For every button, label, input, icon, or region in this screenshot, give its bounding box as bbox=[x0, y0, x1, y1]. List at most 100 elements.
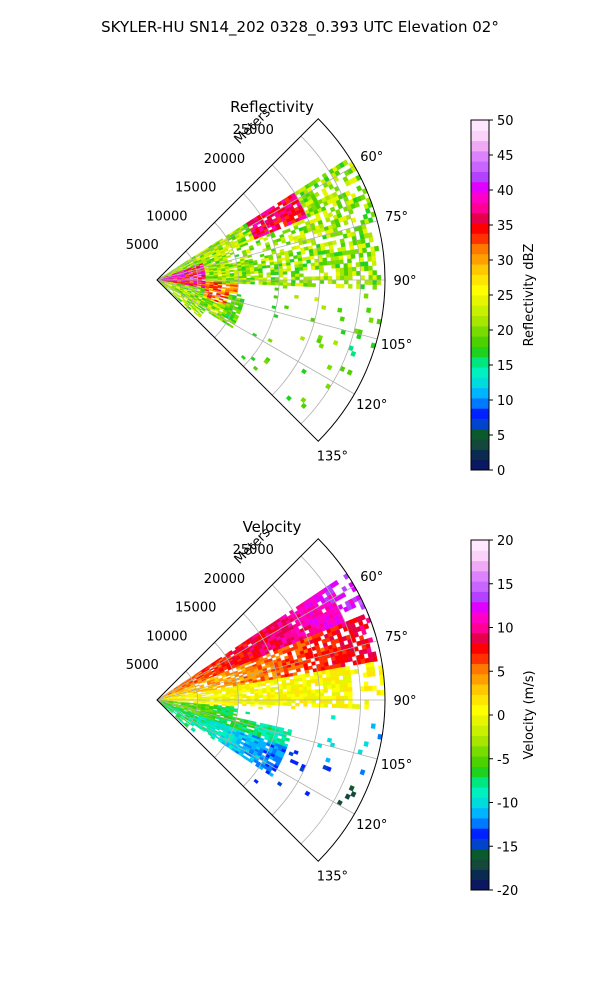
radar-cell bbox=[290, 687, 296, 692]
radar-cell bbox=[189, 702, 194, 705]
radar-cell bbox=[282, 691, 288, 695]
radar-cell bbox=[294, 261, 299, 266]
colorbar-tick-label: -5 bbox=[497, 753, 510, 768]
radar-cell bbox=[281, 257, 286, 261]
radar-cell bbox=[339, 703, 345, 709]
radar-cell bbox=[327, 696, 333, 701]
radar-cell bbox=[363, 261, 369, 267]
colorbar-segment bbox=[471, 243, 489, 255]
radar-cell bbox=[322, 261, 328, 266]
colorbar-segment bbox=[471, 869, 489, 881]
radar-cell bbox=[327, 684, 332, 689]
radar-cell bbox=[380, 689, 386, 696]
radar-cell bbox=[238, 701, 243, 704]
colorbar-segment bbox=[471, 140, 489, 152]
colorbar-tick-label: 5 bbox=[497, 665, 505, 680]
radar-cell bbox=[286, 685, 292, 689]
radar-cell bbox=[291, 693, 296, 698]
radar-cell bbox=[242, 703, 247, 707]
radar-cell bbox=[331, 279, 337, 285]
radar-cell bbox=[237, 671, 243, 675]
radar-cell bbox=[335, 687, 341, 693]
radar-cell bbox=[356, 284, 361, 290]
radar-cell bbox=[266, 689, 271, 693]
radar-cell bbox=[349, 245, 355, 251]
colorbar-segment bbox=[471, 848, 489, 860]
colorbar-segment bbox=[471, 130, 489, 142]
azimuth-spoke bbox=[156, 699, 355, 815]
radar-cell bbox=[311, 283, 316, 288]
radar-cell bbox=[291, 282, 296, 287]
radar-cell bbox=[370, 666, 376, 673]
radar-cell bbox=[368, 270, 373, 276]
radar-cell bbox=[177, 298, 182, 303]
radar-cell bbox=[216, 685, 222, 689]
radar-cell bbox=[323, 699, 329, 704]
radar-cell bbox=[323, 696, 329, 701]
radar-cell bbox=[240, 354, 246, 360]
radar-cell bbox=[327, 699, 333, 704]
colorbar-segment bbox=[471, 653, 489, 665]
colorbar: 0 5 10 15 20 25 30 35 40 45 50 Reflectivity dBZ bbox=[470, 114, 537, 479]
radar-cell bbox=[266, 702, 272, 706]
colorbar-tick-label: -10 bbox=[497, 797, 518, 812]
radar-cell bbox=[209, 703, 215, 706]
radar-cell bbox=[278, 688, 284, 693]
radar-cell bbox=[254, 695, 259, 699]
radar-cell bbox=[372, 284, 377, 290]
colorbar-segment bbox=[471, 612, 489, 623]
radar-cell bbox=[302, 263, 308, 268]
radar-cell bbox=[349, 669, 355, 675]
radar-cell bbox=[226, 254, 231, 259]
radar-cell bbox=[310, 679, 316, 684]
radar-cell bbox=[276, 225, 282, 231]
radar-cell bbox=[263, 237, 269, 242]
radar-cell bbox=[321, 250, 327, 255]
radar-cell bbox=[337, 307, 343, 313]
radar-cell bbox=[258, 272, 263, 276]
colorbar-segment bbox=[471, 356, 489, 368]
radar-cell bbox=[270, 269, 275, 273]
radar-cell bbox=[287, 699, 292, 704]
angle-tick-label: 60° bbox=[360, 150, 383, 165]
radar-cell bbox=[323, 272, 329, 277]
radar-cell bbox=[345, 665, 351, 672]
radar-cell bbox=[319, 688, 324, 694]
radar-cell bbox=[341, 250, 347, 256]
radar-cell bbox=[258, 702, 263, 705]
radar-cell bbox=[372, 656, 378, 662]
radar-cell bbox=[315, 703, 320, 708]
radar-cell bbox=[326, 737, 333, 743]
radar-cell bbox=[333, 668, 339, 673]
radar-cell bbox=[217, 702, 223, 705]
radar-cell bbox=[265, 264, 271, 269]
radar-cell bbox=[232, 713, 238, 717]
radar-cell bbox=[329, 668, 335, 674]
radar-cell bbox=[306, 259, 311, 264]
radar-cell bbox=[290, 270, 296, 275]
radar-cell bbox=[270, 689, 275, 693]
radar-cell bbox=[285, 228, 292, 233]
radar-cell bbox=[242, 275, 247, 279]
radar-cell bbox=[325, 673, 331, 678]
radar-cell bbox=[287, 282, 292, 287]
radar-cell bbox=[337, 251, 343, 257]
radar-cell bbox=[360, 275, 365, 281]
radar-cell bbox=[301, 368, 307, 375]
radial-tick-label: 5000 bbox=[126, 238, 159, 253]
radar-cell bbox=[286, 268, 292, 272]
radar-cell bbox=[307, 283, 312, 287]
radar-cell bbox=[294, 684, 300, 689]
radar-cell bbox=[217, 272, 223, 275]
radar-cell bbox=[307, 696, 312, 701]
radar-cell bbox=[295, 244, 301, 250]
radar-cell bbox=[344, 695, 349, 701]
colorbar-segment bbox=[471, 459, 489, 471]
radar-cell bbox=[343, 267, 349, 272]
colorbar-tick-label: -20 bbox=[497, 884, 518, 899]
radar-cell bbox=[254, 693, 259, 696]
radar-cell bbox=[335, 263, 340, 269]
radar-cell bbox=[261, 683, 267, 687]
colorbar-tick-label: 10 bbox=[497, 622, 514, 637]
radar-cell bbox=[319, 699, 325, 704]
